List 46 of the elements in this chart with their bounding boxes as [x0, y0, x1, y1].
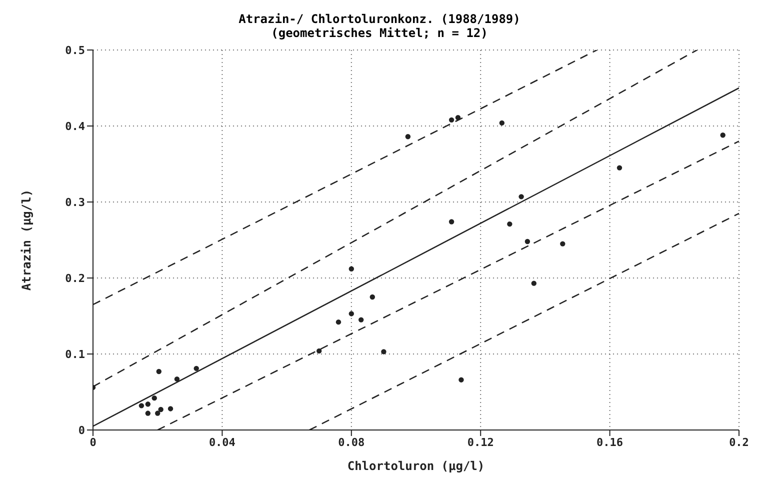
point [370, 294, 375, 300]
point [455, 115, 461, 120]
y-tick-label: 0.2 [65, 272, 85, 285]
x-tick-label: 0.12 [467, 436, 494, 449]
y-tick-label: 0.5 [65, 44, 85, 57]
point [155, 410, 160, 416]
point [336, 319, 342, 325]
chart-title: Atrazin-/ Chlortoluronkonz. (1988/1989) [238, 11, 522, 26]
x-tick-label: 0.16 [596, 436, 624, 449]
point [145, 410, 151, 416]
point [507, 221, 512, 227]
point [348, 266, 354, 272]
point [720, 132, 726, 138]
point [168, 406, 174, 412]
point [194, 366, 199, 372]
x-tick-label: 0.08 [338, 436, 365, 449]
y-tick-label: 0.4 [65, 120, 86, 133]
point [381, 349, 386, 354]
point [158, 406, 164, 412]
point [518, 194, 524, 200]
point [448, 219, 454, 224]
point [348, 311, 354, 316]
point [499, 120, 505, 126]
chart-subtitle: (geometrisches Mittel; n = 12) [270, 26, 489, 40]
x-tick-label: 0 [90, 436, 96, 449]
x-tick-label: 0.04 [208, 436, 236, 449]
point [524, 238, 530, 244]
point [316, 348, 322, 354]
point [145, 402, 151, 407]
point [358, 317, 364, 322]
point [174, 376, 180, 382]
point [531, 280, 536, 286]
point [616, 165, 622, 170]
point [138, 403, 144, 408]
y-tick-label: 0 [78, 424, 85, 437]
point [448, 117, 454, 123]
y-tick-label: 0.1 [65, 348, 86, 361]
point [458, 377, 464, 382]
y-axis-title: Atrazin (µg/l) [19, 189, 34, 291]
point [152, 395, 157, 401]
x-tick-label: 0.2 [729, 436, 749, 449]
y-tick-label: 0.3 [65, 196, 85, 209]
point [156, 368, 162, 374]
point [560, 241, 566, 246]
x-axis-title: Chlortoluron (µg/l) [347, 459, 485, 473]
point [405, 134, 411, 140]
